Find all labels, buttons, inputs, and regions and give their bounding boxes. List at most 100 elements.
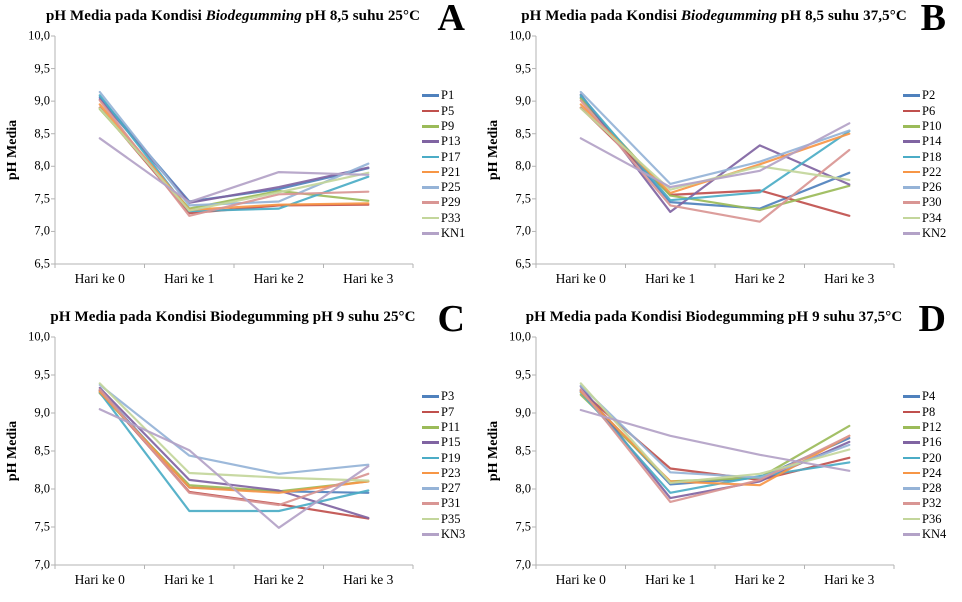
legend-label: P16 bbox=[922, 435, 942, 450]
legend-label: P12 bbox=[922, 419, 942, 434]
x-tick-label: Hari ke 0 bbox=[74, 572, 125, 587]
series-line-P20 bbox=[579, 391, 851, 494]
y-tick-label: 10,0 bbox=[28, 28, 50, 43]
legend-label: P19 bbox=[441, 450, 461, 465]
legend-swatch bbox=[422, 441, 439, 444]
y-tick-label: 8,5 bbox=[515, 126, 531, 141]
legend-label: P8 bbox=[922, 404, 936, 419]
y-tick-label: 7,5 bbox=[515, 191, 531, 206]
x-tick-label: Hari ke 3 bbox=[824, 572, 875, 587]
series-line-P11 bbox=[98, 392, 370, 493]
legend-item: P31 bbox=[422, 496, 465, 511]
y-tick-label: 10,0 bbox=[28, 329, 50, 344]
legend-item: P10 bbox=[903, 119, 946, 134]
y-tick-label: 8,0 bbox=[515, 158, 531, 173]
legend-swatch bbox=[422, 109, 439, 113]
panel-letter: D bbox=[918, 301, 946, 340]
legend-swatch bbox=[422, 186, 439, 189]
legend-label: P26 bbox=[922, 180, 942, 195]
legend-label: P13 bbox=[441, 134, 461, 149]
panel-letter: B bbox=[920, 0, 946, 39]
y-tick-label: 9,5 bbox=[515, 367, 531, 382]
legend-label: P25 bbox=[441, 180, 461, 195]
y-tick-label: 8,0 bbox=[515, 481, 531, 496]
legend-label: P32 bbox=[922, 496, 942, 511]
legend-label: P6 bbox=[922, 103, 936, 118]
legend-item: KN4 bbox=[903, 527, 946, 542]
series-line-P15 bbox=[98, 386, 370, 519]
y-tick-label: 8,5 bbox=[515, 443, 531, 458]
legend: P1 P5 P9 P13 P17 P21 P25 P29 P33 KN1 bbox=[422, 88, 465, 241]
legend-swatch bbox=[422, 456, 439, 460]
series-line-KN4 bbox=[579, 408, 851, 472]
legend-swatch bbox=[903, 533, 920, 536]
legend: P2 P6 P10 P14 P18 P22 P26 P30 P34 KN2 bbox=[903, 88, 946, 241]
legend-swatch bbox=[903, 425, 920, 429]
legend-label: P29 bbox=[441, 195, 461, 210]
legend-swatch bbox=[422, 170, 439, 174]
x-tick-label: Hari ke 0 bbox=[555, 572, 606, 587]
legend-item: P28 bbox=[903, 481, 946, 496]
legend-label: P9 bbox=[441, 118, 455, 133]
x-tick-label: Hari ke 3 bbox=[343, 572, 394, 587]
series-line-P36 bbox=[579, 382, 851, 484]
legend-swatch bbox=[422, 517, 439, 521]
legend-item: P25 bbox=[422, 180, 465, 195]
chart-title-suffix: pH 8,5 suhu 25°C bbox=[301, 8, 421, 24]
legend-swatch bbox=[422, 502, 439, 506]
legend-item: P16 bbox=[903, 435, 946, 450]
y-tick-label: 7,0 bbox=[34, 223, 50, 238]
legend-swatch bbox=[422, 471, 439, 475]
series-line-KN3 bbox=[98, 408, 370, 529]
legend-item: P36 bbox=[903, 511, 946, 526]
legend-swatch bbox=[903, 186, 920, 189]
legend-item: P18 bbox=[903, 149, 946, 164]
legend-swatch bbox=[422, 201, 439, 205]
y-tick-label: 7,0 bbox=[34, 557, 50, 572]
y-tick-label: 7,5 bbox=[34, 191, 50, 206]
y-tick-label: 9,0 bbox=[515, 405, 531, 420]
legend-item: P23 bbox=[422, 465, 465, 480]
legend-swatch bbox=[422, 216, 439, 220]
series-line-P29 bbox=[98, 99, 370, 217]
y-tick-label: 7,5 bbox=[34, 519, 50, 534]
chart-title-emphasis: Biodegumming bbox=[685, 309, 785, 325]
legend-label: P2 bbox=[922, 88, 936, 103]
series-line-KN2 bbox=[579, 122, 851, 189]
panel-letter: C bbox=[437, 301, 465, 340]
x-tick-label: Hari ke 3 bbox=[343, 271, 394, 286]
legend-label: P30 bbox=[922, 195, 942, 210]
chart-title-prefix: pH Media pada Kondisi bbox=[50, 309, 211, 325]
legend-item: P4 bbox=[903, 389, 946, 404]
legend-item: P21 bbox=[422, 164, 465, 179]
legend-swatch bbox=[422, 533, 439, 536]
chart-title: pH Media pada Kondisi Biodegumming pH 9 … bbox=[491, 309, 937, 326]
legend-label: P20 bbox=[922, 450, 942, 465]
legend-swatch bbox=[903, 232, 920, 235]
series-line-P19 bbox=[98, 391, 370, 513]
legend-item: KN2 bbox=[903, 226, 946, 241]
legend-swatch bbox=[903, 124, 920, 128]
legend-swatch bbox=[422, 155, 439, 159]
legend-label: P36 bbox=[922, 511, 942, 526]
chart-panel: pH Media pada Kondisi Biodegumming pH 8,… bbox=[0, 0, 481, 301]
legend-item: P30 bbox=[903, 195, 946, 210]
x-tick-label: Hari ke 2 bbox=[734, 572, 785, 587]
legend-swatch bbox=[903, 471, 920, 475]
chart-title-prefix: pH Media pada Kondisi bbox=[45, 8, 206, 24]
legend-label: P7 bbox=[441, 404, 455, 419]
x-tick-label: Hari ke 1 bbox=[164, 572, 215, 587]
legend-item: P27 bbox=[422, 481, 465, 496]
legend-label: KN4 bbox=[922, 527, 947, 542]
series-line-P31 bbox=[98, 388, 370, 507]
x-tick-label: Hari ke 1 bbox=[164, 271, 215, 286]
series-line-P30 bbox=[579, 99, 851, 223]
legend-item: P1 bbox=[422, 88, 465, 103]
legend-swatch bbox=[422, 410, 439, 414]
y-tick-label: 8,0 bbox=[34, 481, 50, 496]
legend: P4 P8 P12 P16 P20 P24 P28 P32 P36 KN4 bbox=[903, 389, 946, 542]
legend-item: P6 bbox=[903, 103, 946, 118]
legend-item: P26 bbox=[903, 180, 946, 195]
chart-title-emphasis: Biodegumming bbox=[680, 8, 778, 24]
legend-swatch bbox=[903, 487, 920, 490]
